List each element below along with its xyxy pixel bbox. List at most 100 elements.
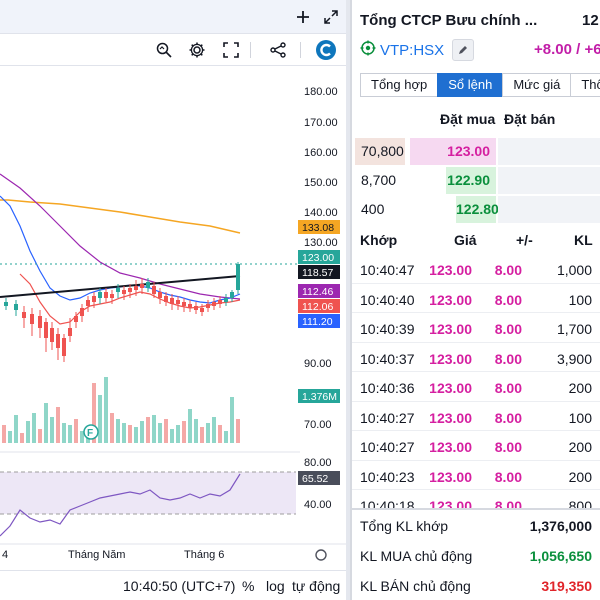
rsi-axis-label: 80.00 [304,457,332,469]
candle-body [200,308,204,312]
tab-0[interactable]: Tổng hợp [360,73,439,97]
candle-body [110,294,114,298]
match-row: 10:40:27 123.00 8.00 200 [352,431,600,461]
ticker-row: VTP:HSX [360,39,475,61]
candle-body [194,306,198,310]
match-row: 10:40:36 123.00 8.00 200 [352,372,600,402]
match-row: 10:40:47 123.00 8.00 1,000 [352,254,600,284]
match-row: 10:40:39 123.00 8.00 1,700 [352,313,600,343]
tab-3[interactable]: Thống [570,73,600,97]
rsi-band [0,472,296,514]
match-price: 123.00 [429,321,472,337]
time-axis-gear-icon[interactable] [315,549,327,561]
match-time: 10:40:18 [360,498,415,508]
summary-sell-row: KL BÁN chủ động 319,350 [352,570,600,600]
volume-bar [116,419,120,443]
bid-price: 123.00 [410,138,496,165]
bid-row[interactable]: 8,700 122.90 [352,166,600,195]
candle-body [68,328,72,336]
expand-icon[interactable] [318,4,344,30]
tab-1[interactable]: Sổ lệnh [437,73,504,97]
price-axis-label: 130.00 [304,237,338,249]
bid-header: Đặt mua [440,111,496,127]
candle-body [152,286,156,294]
price-tag-box [298,314,340,328]
volume-bar [170,429,174,443]
price-tag-box [298,220,340,234]
bid-row[interactable]: 400 122.80 [352,195,600,224]
percent-scale-toggle[interactable]: % [242,578,255,594]
price-axis-label: 170.00 [304,117,338,129]
match-time: 10:40:27 [360,439,415,455]
ticker-symbol[interactable]: VTP:HSX [380,41,445,59]
summary-buy-row: KL MUA chủ động 1,056,650 [352,540,600,570]
ask-cell [498,196,600,223]
clock-label: 10:40:50 (UTC+7) [123,578,236,594]
toolbar-divider [300,42,301,58]
bid-price: 122.90 [446,167,496,194]
candle-body [86,300,90,306]
match-price: 123.00 [429,291,472,308]
auto-scale-toggle[interactable]: tự động [292,578,341,594]
candle-body [212,302,216,306]
bid-volume: 400 [361,201,385,217]
match-time: 10:40:40 [360,291,415,308]
price-tag-label: 111.20 [302,316,333,328]
bid-price: 122.80 [456,196,499,223]
fullscreen-icon[interactable] [218,37,244,63]
volume-bar [188,409,192,443]
price-tag-box [298,250,340,264]
volume-bar [38,429,42,443]
volume-bar [122,423,126,443]
bid-volume: 8,700 [361,172,397,188]
match-change: 8.00 [494,291,522,308]
price-tag-label: 118.57 [302,267,333,279]
add-icon[interactable] [290,4,316,30]
event-marker-label: F [87,428,93,439]
volume-bar [68,425,72,443]
bid-row[interactable]: 70,800 123.00 [352,137,600,166]
time-axis-label: Tháng Năm [68,549,125,561]
brand-logo-icon[interactable] [313,37,339,63]
volume-bar [224,431,228,443]
candle-body [74,316,78,322]
price-chart[interactable]: 180.00 170.00 160.00 150.00 140.00 130.00 90.0… [0,66,346,570]
match-volume: 200 [568,468,592,485]
volume-bar [236,419,240,443]
order-book-header: Đặt mua Đặt bán [352,108,600,132]
rsi-tag-label: 65.52 [302,473,328,485]
price-axis-label: 70.00 [304,419,332,431]
match-row: 10:40:27 123.00 8.00 100 [352,402,600,431]
candle-body [140,284,144,288]
volume-bar [104,377,108,443]
magnifier-icon[interactable] [151,37,177,63]
match-row: 10:40:37 123.00 8.00 3,900 [352,343,600,372]
match-list[interactable]: 10:40:47 123.00 8.00 1,000 10:40:40 123.00 8.0… [352,254,600,508]
match-time: 10:40:47 [360,262,415,278]
ask-header: Đặt bán [504,111,556,127]
gear-icon[interactable] [184,37,210,63]
total-volume-value: 1,376,000 [529,518,592,534]
candle-body [170,298,174,304]
price-tag-label: 1.376M [302,391,337,403]
edit-ticker-button[interactable] [452,39,475,61]
trend-line [0,275,241,298]
candle-body [182,302,186,306]
volume-bar [56,407,60,443]
candle-body [134,286,138,290]
volume-bar [152,415,156,443]
tab-2[interactable]: Mức giá [502,73,572,97]
volume-bar [44,403,48,443]
volume-bar [62,423,66,443]
pane-divider[interactable] [346,0,350,600]
match-volume: 1,700 [556,321,592,337]
active-buy-label: KL MUA chủ động [360,548,473,564]
match-header: Khớp Giá +/- KL [352,229,600,253]
volume-bar [206,423,210,443]
volume-bar [50,417,54,443]
log-scale-toggle[interactable]: log [266,578,285,594]
candle-body [224,298,228,302]
volume-bar [212,417,216,443]
share-icon[interactable] [265,37,291,63]
